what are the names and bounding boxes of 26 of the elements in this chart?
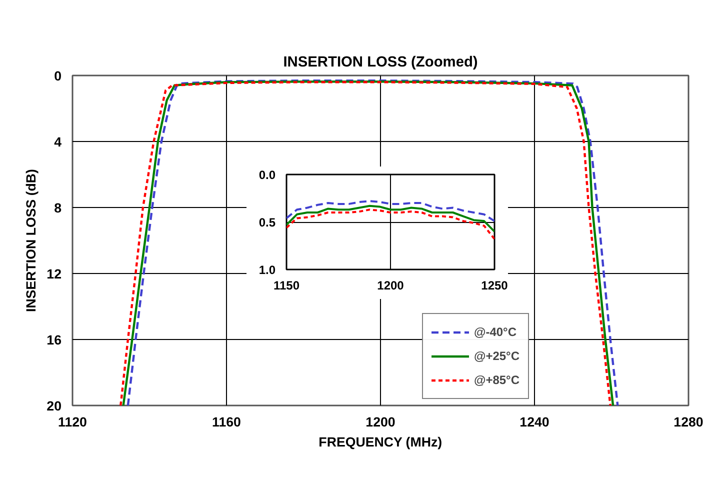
legend-label: @+25°C [474, 349, 520, 363]
x-tick-label: 1240 [520, 414, 550, 430]
y-tick-label: 20 [46, 398, 62, 414]
y-tick-label: 0 [54, 68, 62, 84]
y-tick-label: 16 [46, 332, 62, 348]
y-axis-title: INSERTION LOSS (dB) [24, 169, 39, 312]
y-tick-label: 0.5 [258, 216, 276, 230]
x-tick-label: 1280 [674, 414, 704, 430]
line-series [286, 200, 494, 222]
x-tick-label: 1150 [273, 278, 300, 292]
y-tick-label: 1.0 [258, 263, 276, 277]
y-tick-label: 4 [54, 134, 62, 150]
legend-label: @+85°C [474, 373, 520, 387]
x-tick-label: 1200 [366, 414, 396, 430]
line-series [286, 208, 494, 240]
line-series [286, 204, 494, 232]
legend-label: @-40°C [474, 325, 517, 339]
y-tick-label: 0.0 [258, 168, 276, 182]
x-tick-label: 1200 [377, 278, 404, 292]
x-tick-label: 1250 [481, 278, 508, 292]
chart-title: INSERTION LOSS (Zoomed) [283, 54, 478, 70]
x-tick-label: 1120 [58, 414, 87, 430]
x-axis-title: FREQUENCY (MHz) [318, 434, 442, 450]
y-tick-label: 12 [46, 266, 62, 282]
y-tick-label: 8 [54, 200, 62, 216]
x-tick-label: 1160 [212, 414, 241, 430]
